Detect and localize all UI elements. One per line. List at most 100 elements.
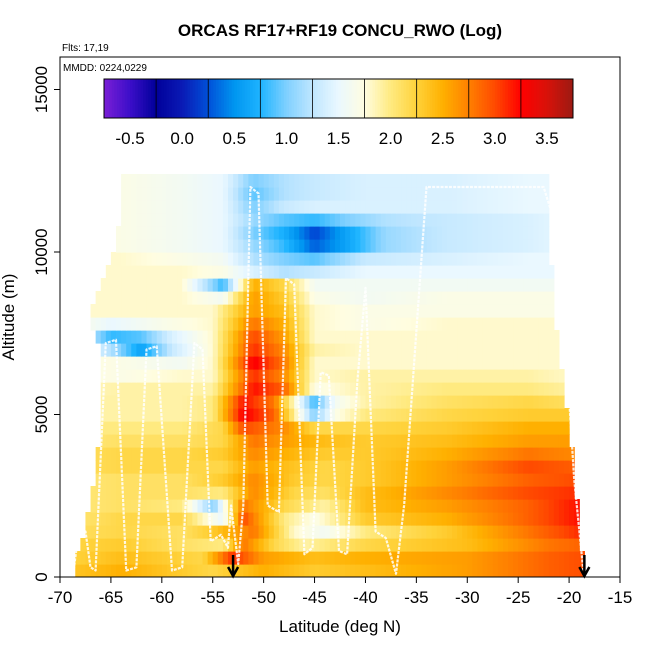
colorbar-swatch bbox=[309, 79, 313, 118]
heatmap-cell bbox=[161, 473, 168, 487]
heatmap-cell bbox=[110, 265, 117, 279]
heatmap-cell bbox=[253, 291, 260, 305]
heatmap-cell bbox=[411, 252, 417, 266]
heatmap-cell bbox=[95, 551, 102, 565]
heatmap-cell bbox=[441, 499, 448, 513]
colorbar-swatch bbox=[526, 79, 530, 118]
heatmap-cell bbox=[502, 226, 509, 240]
heatmap-cell bbox=[538, 239, 545, 253]
heatmap-cell bbox=[202, 239, 209, 253]
heatmap-cell bbox=[263, 564, 270, 577]
heatmap-cell bbox=[95, 291, 102, 305]
heatmap-cell bbox=[222, 174, 229, 188]
heatmap-cell bbox=[141, 265, 148, 279]
heatmap-cell bbox=[502, 356, 509, 370]
heatmap-cell bbox=[202, 460, 209, 474]
heatmap-cell bbox=[345, 343, 351, 357]
heatmap-cell bbox=[380, 564, 387, 577]
heatmap-cell bbox=[202, 226, 209, 240]
heatmap-cell bbox=[289, 447, 295, 461]
x-axis-label: Latitude (deg N) bbox=[279, 617, 401, 636]
x-tick-label: -70 bbox=[48, 588, 73, 607]
heatmap-cell bbox=[304, 317, 311, 331]
heatmap-cell bbox=[212, 525, 219, 539]
heatmap-cell bbox=[248, 460, 255, 474]
heatmap-cell bbox=[416, 369, 423, 383]
heatmap-cell bbox=[299, 408, 305, 422]
heatmap-cell bbox=[426, 408, 433, 422]
heatmap-cell bbox=[334, 447, 341, 461]
heatmap-cell bbox=[222, 369, 229, 383]
heatmap-cell bbox=[222, 278, 229, 292]
heatmap-cell bbox=[207, 200, 214, 214]
heatmap-cell bbox=[121, 486, 127, 500]
heatmap-cell bbox=[90, 538, 97, 552]
heatmap-cell bbox=[365, 525, 372, 539]
heatmap-cell bbox=[334, 343, 341, 357]
heatmap-cell bbox=[436, 499, 443, 513]
heatmap-cell bbox=[182, 369, 188, 383]
heatmap-cell bbox=[441, 525, 448, 539]
heatmap-cell bbox=[340, 486, 346, 500]
heatmap-cell bbox=[390, 538, 397, 552]
heatmap-cell bbox=[212, 486, 219, 500]
heatmap-cell bbox=[401, 421, 407, 435]
heatmap-cell bbox=[370, 343, 377, 357]
heatmap-cell bbox=[492, 226, 499, 240]
colorbar-ticks: -0.5 0.0 0.5 1.0 1.5 2.0 2.5 3.0 3.5 bbox=[115, 129, 558, 148]
colorbar-swatch bbox=[377, 79, 381, 118]
heatmap-cell bbox=[161, 226, 168, 240]
heatmap-cell bbox=[151, 538, 158, 552]
heatmap-cell bbox=[543, 421, 550, 435]
heatmap-cell bbox=[548, 304, 555, 318]
colorbar-swatch bbox=[278, 79, 282, 118]
heatmap-cell bbox=[385, 408, 392, 422]
heatmap-cell bbox=[172, 551, 178, 565]
heatmap-cell bbox=[472, 278, 479, 292]
heatmap-cell bbox=[324, 486, 331, 500]
heatmap-cell bbox=[294, 343, 300, 357]
heatmap-cell bbox=[543, 265, 550, 279]
heatmap-cell bbox=[457, 525, 463, 539]
heatmap-cell bbox=[533, 291, 540, 305]
heatmap-cell bbox=[182, 239, 188, 253]
heatmap-cell bbox=[273, 551, 280, 565]
heatmap-cell bbox=[304, 460, 311, 474]
heatmap-cell bbox=[533, 473, 540, 487]
heatmap-cell bbox=[202, 187, 209, 201]
heatmap-cell bbox=[558, 460, 565, 474]
heatmap-cell bbox=[110, 447, 117, 461]
heatmap-cell bbox=[472, 265, 479, 279]
heatmap-cell bbox=[365, 213, 372, 227]
heatmap-cell bbox=[462, 369, 468, 383]
heatmap-cell bbox=[90, 486, 97, 500]
heatmap-cell bbox=[314, 564, 321, 577]
heatmap-cell bbox=[329, 538, 336, 552]
heatmap-cell bbox=[513, 239, 519, 253]
heatmap-cell bbox=[548, 447, 555, 461]
heatmap-cell bbox=[314, 187, 321, 201]
heatmap-cell bbox=[217, 512, 224, 526]
heatmap-cell bbox=[329, 473, 336, 487]
heatmap-cell bbox=[436, 226, 443, 240]
heatmap-cell bbox=[411, 434, 417, 448]
heatmap-cell bbox=[207, 213, 214, 227]
heatmap-cell bbox=[136, 304, 143, 318]
heatmap-cell bbox=[365, 447, 372, 461]
heatmap-cell bbox=[508, 356, 514, 370]
heatmap-cell bbox=[105, 395, 112, 409]
heatmap-cell bbox=[482, 356, 489, 370]
heatmap-cell bbox=[492, 304, 499, 318]
heatmap-cell bbox=[350, 512, 356, 526]
heatmap-cell bbox=[355, 382, 361, 396]
heatmap-cell bbox=[553, 421, 560, 435]
heatmap-cell bbox=[309, 434, 316, 448]
heatmap-cell bbox=[452, 239, 458, 253]
heatmap-cell bbox=[233, 174, 239, 188]
heatmap-cell bbox=[365, 200, 372, 214]
heatmap-cell bbox=[136, 291, 143, 305]
heatmap-cell bbox=[548, 538, 555, 552]
heatmap-cell bbox=[502, 278, 509, 292]
colorbar-swatch bbox=[335, 79, 339, 118]
heatmap-cell bbox=[411, 382, 417, 396]
